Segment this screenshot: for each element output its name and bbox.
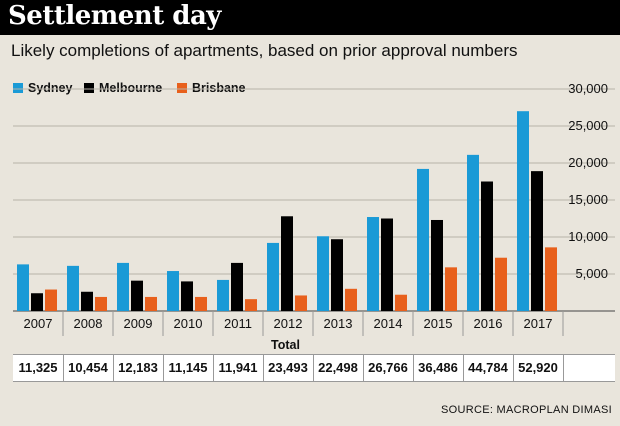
legend-item-sydney: Sydney — [13, 81, 72, 95]
bar-sydney-2017 — [517, 111, 529, 311]
bars — [17, 111, 557, 311]
totals-row: 11,325 10,454 12,183 11,145 11,941 23,493 22,4… — [13, 354, 615, 382]
bar-brisbane-2016 — [495, 257, 507, 311]
bar-sydney-2012 — [267, 242, 279, 311]
bar-brisbane-2007 — [45, 289, 57, 311]
bar-sydney-2008 — [67, 265, 79, 311]
bar-melbourne-2007 — [31, 293, 43, 311]
x-tick-label-2013: 2013 — [324, 316, 353, 331]
title-bar: Settlement day — [0, 0, 620, 35]
total-2010: 11,145 — [163, 355, 214, 381]
legend-item-melbourne: Melbourne — [84, 81, 162, 95]
legend-label-brisbane: Brisbane — [192, 81, 246, 95]
total-2008: 10,454 — [63, 355, 114, 381]
totals-title: Total — [271, 338, 300, 352]
bar-sydney-2009 — [117, 262, 129, 311]
chart-title: Settlement day — [8, 1, 221, 31]
bar-melbourne-2011 — [231, 262, 243, 311]
legend-swatch-sydney — [13, 83, 23, 93]
x-tick-label-2015: 2015 — [424, 316, 453, 331]
total-2016: 44,784 — [463, 355, 514, 381]
x-tick-label-2007: 2007 — [24, 316, 53, 331]
bar-sydney-2010 — [167, 271, 179, 311]
bar-brisbane-2013 — [345, 288, 357, 311]
y-tick-label: 15,000 — [568, 192, 608, 207]
bar-melbourne-2012 — [281, 216, 293, 311]
total-2013: 22,498 — [313, 355, 364, 381]
bar-brisbane-2009 — [145, 296, 157, 311]
x-tick-label-2011: 2011 — [224, 316, 252, 331]
bar-brisbane-2015 — [445, 267, 457, 311]
legend-swatch-brisbane — [177, 83, 187, 93]
legend-swatch-melbourne — [84, 83, 94, 93]
y-tick-label: 25,000 — [568, 118, 608, 133]
bar-melbourne-2009 — [131, 280, 143, 311]
bar-melbourne-2014 — [381, 218, 393, 311]
bar-sydney-2011 — [217, 279, 229, 311]
bar-brisbane-2014 — [395, 294, 407, 311]
total-2007: 11,325 — [13, 355, 64, 381]
y-tick-label: 20,000 — [568, 155, 608, 170]
bar-melbourne-2010 — [181, 281, 193, 311]
bar-sydney-2007 — [17, 264, 29, 311]
bar-brisbane-2010 — [195, 296, 207, 311]
x-axis-labels: 2007 2008 2009 2010 2011 2012 2013 2014 2015 2016… — [24, 311, 564, 336]
y-axis-labels: 5,000 10,000 15,000 20,000 25,000 30,000 — [568, 81, 608, 281]
x-tick-label-2010: 2010 — [174, 316, 203, 331]
bar-brisbane-2011 — [245, 299, 257, 311]
total-2011: 11,941 — [213, 355, 264, 381]
x-tick-label-2016: 2016 — [474, 316, 503, 331]
total-2014: 26,766 — [363, 355, 414, 381]
total-2017: 52,920 — [513, 355, 564, 381]
bar-melbourne-2017 — [531, 171, 543, 311]
bar-melbourne-2015 — [431, 219, 443, 311]
bar-sydney-2015 — [417, 168, 429, 311]
bar-melbourne-2013 — [331, 239, 343, 311]
total-2015: 36,486 — [413, 355, 464, 381]
x-tick-label-2008: 2008 — [74, 316, 103, 331]
bar-brisbane-2017 — [545, 247, 557, 311]
x-tick-label-2012: 2012 — [274, 316, 303, 331]
y-tick-label: 30,000 — [568, 81, 608, 96]
source-note: SOURCE: MACROPLAN DIMASI — [440, 404, 612, 416]
total-2009: 12,183 — [113, 355, 164, 381]
legend-label-melbourne: Melbourne — [99, 81, 163, 95]
gridlines — [13, 88, 615, 312]
bar-sydney-2014 — [367, 217, 379, 311]
legend-item-brisbane: Brisbane — [177, 81, 246, 95]
y-tick-label: 10,000 — [568, 229, 608, 244]
legend-label-sydney: Sydney — [28, 81, 73, 95]
y-tick-label: 5,000 — [575, 266, 608, 281]
total-2012: 23,493 — [263, 355, 314, 381]
bar-melbourne-2008 — [81, 291, 93, 311]
x-tick-label-2017: 2017 — [524, 316, 553, 331]
bar-sydney-2013 — [317, 236, 329, 311]
bar-brisbane-2012 — [295, 295, 307, 311]
chart-subtitle: Likely completions of apartments, based … — [11, 41, 518, 60]
bar-melbourne-2016 — [481, 181, 493, 311]
x-tick-label-2009: 2009 — [124, 316, 153, 331]
bar-sydney-2016 — [467, 154, 479, 311]
bar-brisbane-2008 — [95, 296, 107, 311]
x-tick-label-2014: 2014 — [374, 316, 403, 331]
